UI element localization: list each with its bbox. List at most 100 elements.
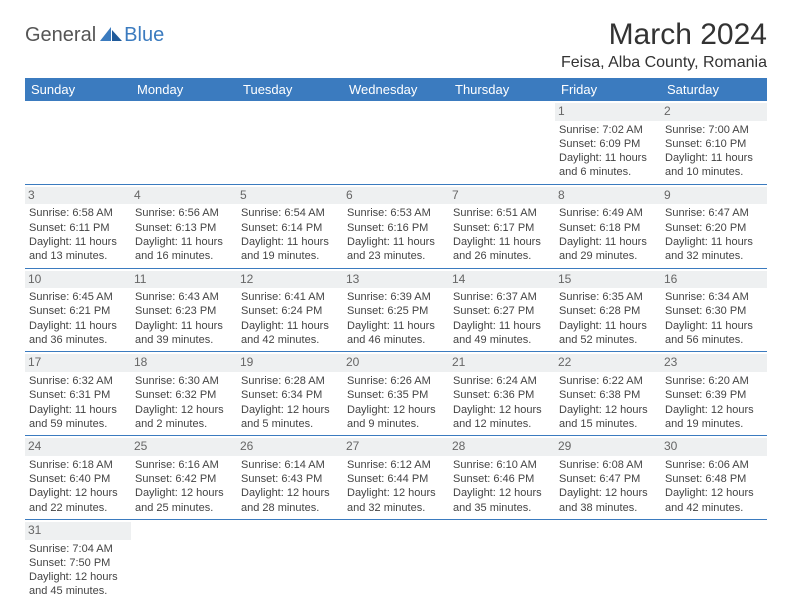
calendar-cell (555, 519, 661, 602)
daylight-line: Daylight: 12 hours and 22 minutes. (29, 486, 127, 515)
calendar-cell: 31Sunrise: 7:04 AMSunset: 7:50 PMDayligh… (25, 519, 131, 602)
calendar-cell: 8Sunrise: 6:49 AMSunset: 6:18 PMDaylight… (555, 184, 661, 268)
day-header: Sunday (25, 78, 131, 101)
sunset-line: Sunset: 7:50 PM (29, 556, 127, 570)
day-number: 6 (343, 187, 449, 205)
sunset-line: Sunset: 6:46 PM (453, 472, 551, 486)
day-number: 12 (237, 271, 343, 289)
day-header: Monday (131, 78, 237, 101)
calendar-cell: 27Sunrise: 6:12 AMSunset: 6:44 PMDayligh… (343, 436, 449, 520)
calendar-cell: 2Sunrise: 7:00 AMSunset: 6:10 PMDaylight… (661, 101, 767, 184)
sunrise-line: Sunrise: 6:18 AM (29, 458, 127, 472)
sunrise-line: Sunrise: 6:26 AM (347, 374, 445, 388)
sunset-line: Sunset: 6:27 PM (453, 304, 551, 318)
calendar-cell: 11Sunrise: 6:43 AMSunset: 6:23 PMDayligh… (131, 268, 237, 352)
sunset-line: Sunset: 6:24 PM (241, 304, 339, 318)
sunrise-line: Sunrise: 6:53 AM (347, 206, 445, 220)
daylight-line: Daylight: 11 hours and 36 minutes. (29, 319, 127, 348)
sunrise-line: Sunrise: 6:41 AM (241, 290, 339, 304)
daylight-line: Daylight: 12 hours and 19 minutes. (665, 403, 763, 432)
sunset-line: Sunset: 6:10 PM (665, 137, 763, 151)
sunrise-line: Sunrise: 6:16 AM (135, 458, 233, 472)
calendar-cell: 12Sunrise: 6:41 AMSunset: 6:24 PMDayligh… (237, 268, 343, 352)
day-number: 10 (25, 271, 131, 289)
calendar-cell: 13Sunrise: 6:39 AMSunset: 6:25 PMDayligh… (343, 268, 449, 352)
sunrise-line: Sunrise: 6:51 AM (453, 206, 551, 220)
calendar-cell: 24Sunrise: 6:18 AMSunset: 6:40 PMDayligh… (25, 436, 131, 520)
calendar-cell (343, 519, 449, 602)
daylight-line: Daylight: 12 hours and 2 minutes. (135, 403, 233, 432)
sunrise-line: Sunrise: 6:43 AM (135, 290, 233, 304)
calendar-cell: 14Sunrise: 6:37 AMSunset: 6:27 PMDayligh… (449, 268, 555, 352)
day-number: 20 (343, 354, 449, 372)
sunset-line: Sunset: 6:40 PM (29, 472, 127, 486)
sunset-line: Sunset: 6:16 PM (347, 221, 445, 235)
daylight-line: Daylight: 12 hours and 45 minutes. (29, 570, 127, 599)
day-number: 31 (25, 522, 131, 540)
sunrise-line: Sunrise: 6:37 AM (453, 290, 551, 304)
sunset-line: Sunset: 6:43 PM (241, 472, 339, 486)
daylight-line: Daylight: 11 hours and 56 minutes. (665, 319, 763, 348)
sunset-line: Sunset: 6:09 PM (559, 137, 657, 151)
calendar-cell (25, 101, 131, 184)
sunrise-line: Sunrise: 6:34 AM (665, 290, 763, 304)
calendar-cell: 29Sunrise: 6:08 AMSunset: 6:47 PMDayligh… (555, 436, 661, 520)
day-number: 30 (661, 438, 767, 456)
sunrise-line: Sunrise: 6:32 AM (29, 374, 127, 388)
calendar-cell (131, 101, 237, 184)
day-number: 23 (661, 354, 767, 372)
calendar-cell (237, 519, 343, 602)
daylight-line: Daylight: 12 hours and 32 minutes. (347, 486, 445, 515)
location-text: Feisa, Alba County, Romania (561, 54, 767, 72)
calendar-cell: 1Sunrise: 7:02 AMSunset: 6:09 PMDaylight… (555, 101, 661, 184)
daylight-line: Daylight: 11 hours and 59 minutes. (29, 403, 127, 432)
sunrise-line: Sunrise: 6:10 AM (453, 458, 551, 472)
day-number: 5 (237, 187, 343, 205)
day-header: Friday (555, 78, 661, 101)
daylight-line: Daylight: 11 hours and 39 minutes. (135, 319, 233, 348)
calendar-cell: 16Sunrise: 6:34 AMSunset: 6:30 PMDayligh… (661, 268, 767, 352)
logo-text-blue: Blue (124, 24, 164, 47)
day-number: 15 (555, 271, 661, 289)
day-number: 4 (131, 187, 237, 205)
daylight-line: Daylight: 11 hours and 6 minutes. (559, 151, 657, 180)
day-number: 2 (661, 103, 767, 121)
calendar-cell (237, 101, 343, 184)
day-number: 21 (449, 354, 555, 372)
day-header: Wednesday (343, 78, 449, 101)
calendar-cell: 5Sunrise: 6:54 AMSunset: 6:14 PMDaylight… (237, 184, 343, 268)
logo-text-general: General (25, 24, 96, 47)
calendar-cell: 21Sunrise: 6:24 AMSunset: 6:36 PMDayligh… (449, 352, 555, 436)
calendar-cell (661, 519, 767, 602)
calendar-cell: 4Sunrise: 6:56 AMSunset: 6:13 PMDaylight… (131, 184, 237, 268)
sunset-line: Sunset: 6:23 PM (135, 304, 233, 318)
daylight-line: Daylight: 12 hours and 38 minutes. (559, 486, 657, 515)
sunset-line: Sunset: 6:39 PM (665, 388, 763, 402)
calendar-cell: 25Sunrise: 6:16 AMSunset: 6:42 PMDayligh… (131, 436, 237, 520)
daylight-line: Daylight: 12 hours and 12 minutes. (453, 403, 551, 432)
sunrise-line: Sunrise: 6:24 AM (453, 374, 551, 388)
calendar-header-row: SundayMondayTuesdayWednesdayThursdayFrid… (25, 78, 767, 101)
sunset-line: Sunset: 6:48 PM (665, 472, 763, 486)
daylight-line: Daylight: 12 hours and 15 minutes. (559, 403, 657, 432)
calendar-cell: 23 Sunrise: 6:20 AMSunset: 6:39 PMDayligh… (661, 352, 767, 436)
day-number: 16 (661, 271, 767, 289)
calendar-table: SundayMondayTuesdayWednesdayThursdayFrid… (25, 78, 767, 603)
calendar-cell (449, 101, 555, 184)
sunrise-line: Sunrise: 7:02 AM (559, 123, 657, 137)
sunrise-line: Sunrise: 6:47 AM (665, 206, 763, 220)
daylight-line: Daylight: 12 hours and 9 minutes. (347, 403, 445, 432)
calendar-cell (343, 101, 449, 184)
sunrise-line: Sunrise: 6:58 AM (29, 206, 127, 220)
sunrise-line: Sunrise: 6:20 AM (665, 374, 763, 388)
page-title: March 2024 (561, 18, 767, 52)
calendar-cell: 20Sunrise: 6:26 AMSunset: 6:35 PMDayligh… (343, 352, 449, 436)
calendar-cell: 3Sunrise: 6:58 AMSunset: 6:11 PMDaylight… (25, 184, 131, 268)
sunrise-line: Sunrise: 6:30 AM (135, 374, 233, 388)
day-number: 22 (555, 354, 661, 372)
sunset-line: Sunset: 6:17 PM (453, 221, 551, 235)
sunrise-line: Sunrise: 6:06 AM (665, 458, 763, 472)
day-number: 26 (237, 438, 343, 456)
calendar-cell: 7Sunrise: 6:51 AMSunset: 6:17 PMDaylight… (449, 184, 555, 268)
day-number: 27 (343, 438, 449, 456)
